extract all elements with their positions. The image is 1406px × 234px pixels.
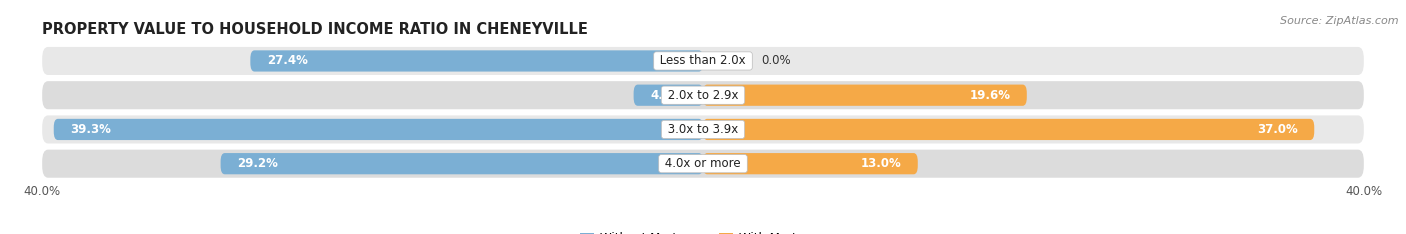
FancyBboxPatch shape [703,153,918,174]
FancyBboxPatch shape [53,119,703,140]
Text: 27.4%: 27.4% [267,55,308,67]
Text: 2.0x to 2.9x: 2.0x to 2.9x [664,89,742,102]
FancyBboxPatch shape [42,150,1364,178]
Legend: Without Mortgage, With Mortgage: Without Mortgage, With Mortgage [575,227,831,234]
Text: Less than 2.0x: Less than 2.0x [657,55,749,67]
FancyBboxPatch shape [634,84,703,106]
Text: 13.0%: 13.0% [860,157,901,170]
FancyBboxPatch shape [42,81,1364,109]
Text: 4.2%: 4.2% [650,89,683,102]
Text: 4.0x or more: 4.0x or more [661,157,745,170]
Text: 37.0%: 37.0% [1257,123,1298,136]
FancyBboxPatch shape [221,153,703,174]
FancyBboxPatch shape [42,115,1364,143]
Text: 19.6%: 19.6% [969,89,1011,102]
Text: 39.3%: 39.3% [70,123,111,136]
FancyBboxPatch shape [42,47,1364,75]
FancyBboxPatch shape [250,50,703,72]
FancyBboxPatch shape [703,119,1315,140]
Text: PROPERTY VALUE TO HOUSEHOLD INCOME RATIO IN CHENEYVILLE: PROPERTY VALUE TO HOUSEHOLD INCOME RATIO… [42,22,588,37]
Text: Source: ZipAtlas.com: Source: ZipAtlas.com [1281,16,1399,26]
Text: 3.0x to 3.9x: 3.0x to 3.9x [664,123,742,136]
Text: 0.0%: 0.0% [761,55,790,67]
FancyBboxPatch shape [703,84,1026,106]
Text: 29.2%: 29.2% [238,157,278,170]
